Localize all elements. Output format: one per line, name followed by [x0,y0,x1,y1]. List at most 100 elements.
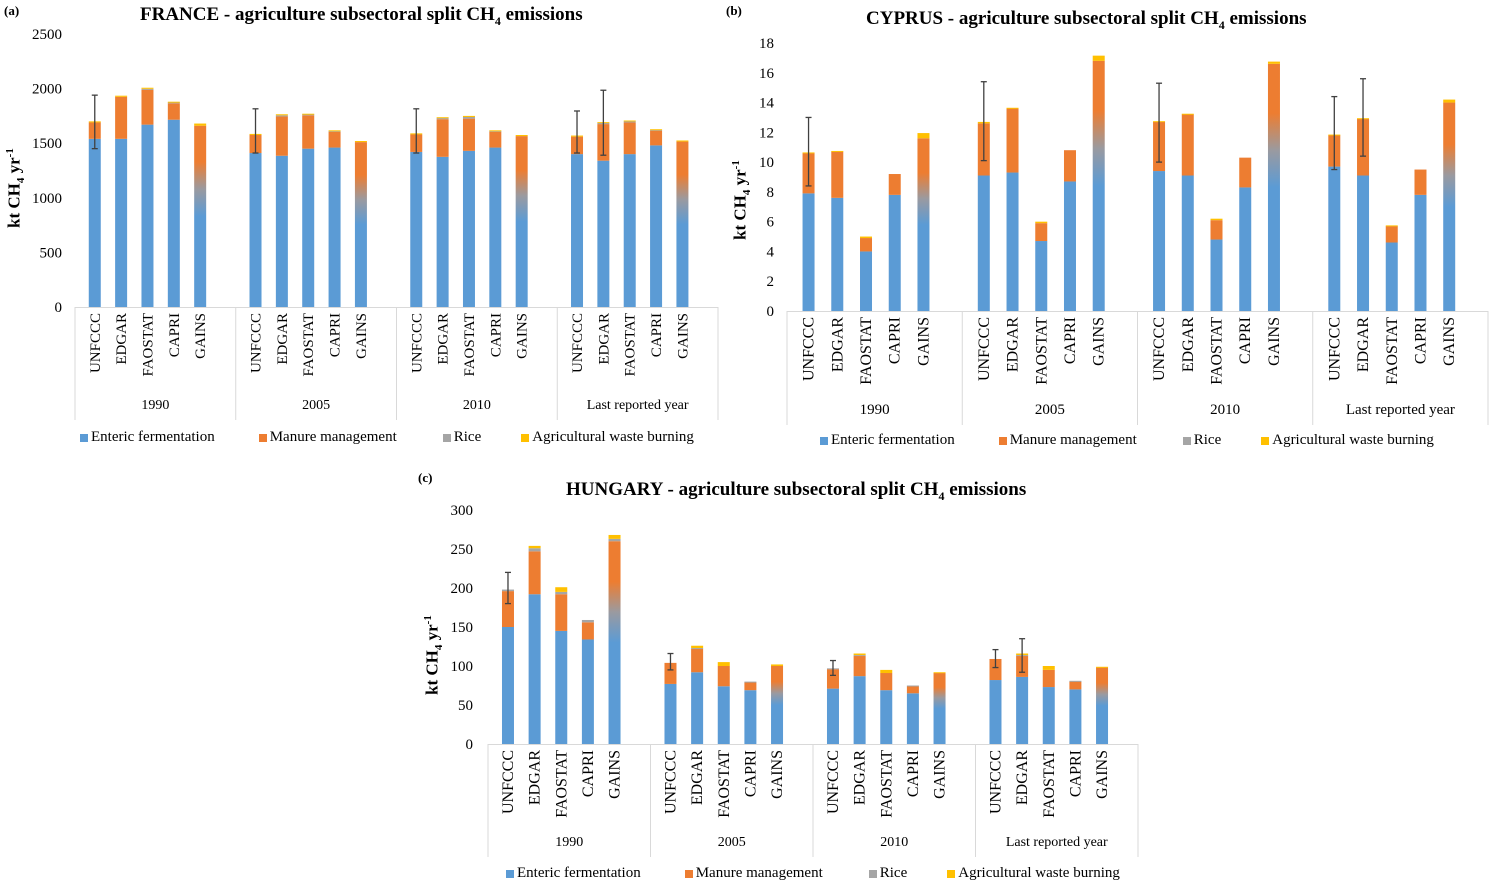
category-label: EDGAR [1355,317,1372,372]
bar-segment-enteric [436,156,449,307]
legend-swatch [521,433,530,442]
bar-segment-burning [528,545,541,549]
category-label: FAOSTAT [716,750,733,818]
bar-segment-enteric [555,630,568,744]
legend-label: Rice [453,429,482,445]
bar-segment-manure [860,238,873,252]
legend-swatch [506,869,514,878]
france-chart-plot: 0 500 1000 1500 2000 2500 1990 UNFCCC EDGAR FAOST… [32,27,719,420]
bar-segment-manure [1385,226,1398,243]
category-label: FAOSTAT [462,313,478,377]
category-label: EDGAR [1014,750,1031,805]
bar-segment-enteric [1006,172,1019,311]
bar-segment-burning [1443,99,1456,103]
bar-segment-enteric-manure-gradient [194,125,207,307]
bar-segment-manure [436,119,449,157]
bar-segment-burning [167,101,180,103]
legend: Enteric fermentation Manure management Ric… [80,429,694,446]
bar-segment-burning [831,150,844,152]
category-label: FAOSTAT [553,750,570,818]
bar-segment-enteric [328,147,341,307]
bar-segment-rice [141,88,154,90]
category-label: FAOSTAT [1033,317,1050,385]
bar-segment-enteric-manure-gradient [608,541,621,744]
bar-segment-burning [1042,666,1055,670]
category-label: UNFCCC [88,313,104,373]
category-label: GAINS [1266,317,1283,366]
bar-segment-burning [1035,221,1048,224]
bar-segment-enteric [410,151,423,307]
bar-segment-manure [1042,669,1055,688]
legend-swatch [868,869,877,878]
hungary-chart-plot: 0 50 100 150 200 250 300 1990 UNFCCC EDGAR FAOSTAT… [451,503,1139,857]
bar-segment-enteric-manure-gradient [515,136,528,307]
bar-segment-burning [676,140,689,142]
bar-segment-burning [275,114,288,116]
bar-segment-enteric [571,154,584,307]
bar-segment-burning [623,120,636,122]
bar-segment-burning [115,95,128,97]
bar-segment-enteric [1414,194,1427,311]
category-label: GAINS [354,313,370,359]
chart-title: CYPRUS - agriculture subsectoral split C… [866,8,1307,32]
bar-segment-enteric [989,680,1002,744]
bar-segment-burning [1385,225,1398,227]
group-label: 2005 [1035,402,1065,418]
bar-segment-burning [141,87,154,89]
category-label: UNFCCC [409,313,425,373]
category-label: GAINS [675,313,691,359]
legend-item-burning: Agricultural waste burning [947,865,1120,882]
legend-item-burning: Agricultural waste burning [1261,432,1434,449]
bar-segment-manure [1006,108,1019,173]
group-label: 2005 [718,835,746,850]
y-tick-label: 0 [55,300,63,316]
bar-segment-enteric [302,148,315,307]
bar-segment-manure [826,669,839,689]
bar-segment-burning [489,130,502,132]
bar-segment-enteric [826,688,839,744]
bar-segment-enteric [581,639,594,744]
category-label: EDGAR [1005,317,1022,372]
bar-segment-burning [608,534,621,539]
bar-segment-enteric [249,153,262,307]
legend-swatch [258,433,267,442]
bar-segment-manure [302,115,315,149]
error-bar [829,659,836,677]
bar-segment-enteric [501,627,514,744]
legend-label: Manure management [1009,432,1137,448]
error-bar [600,89,607,156]
bar-segment-enteric-manure-gradient [676,141,689,307]
error-bar [980,81,987,162]
y-tick-label: 150 [451,620,474,636]
bar-segment-enteric [1016,676,1029,744]
group-label: Last reported year [587,398,689,413]
bar-segment-burning [462,115,475,117]
category-label: GAINS [607,750,624,799]
error-bar [805,116,812,187]
bar-segment-burning [1267,61,1280,64]
error-bar [413,108,420,154]
category-label: EDGAR [114,313,130,365]
bar-segment-burning [1181,113,1194,115]
france-chart-panel: (a) FRANCE - agriculture subsectoral spl… [0,0,720,460]
chart-title: FRANCE - agriculture subsectoral split C… [140,4,583,28]
bar-segment-burning [853,653,866,656]
bar-segment-burning [860,236,873,239]
bar-segment-burning [1092,55,1105,61]
legend-swatch [1182,436,1191,445]
error-bar [992,648,999,669]
category-label: UNFCCC [1326,317,1343,381]
category-label: UNFCCC [249,313,265,373]
bar-segment-burning [933,672,946,674]
y-tick-label: 0 [767,304,775,320]
bar-segment-manure [906,686,919,694]
category-label: EDGAR [1180,317,1197,372]
y-tick-label: 10 [759,155,774,171]
y-tick-label: 12 [759,125,774,141]
bar-segment-enteric [597,160,610,307]
y-tick-label: 2500 [32,27,62,43]
bar-segment-enteric [1181,175,1194,311]
bar-segment-enteric-manure-gradient [1096,667,1109,744]
bar-segment-manure [555,594,568,631]
bar-segment-burning [555,587,568,592]
